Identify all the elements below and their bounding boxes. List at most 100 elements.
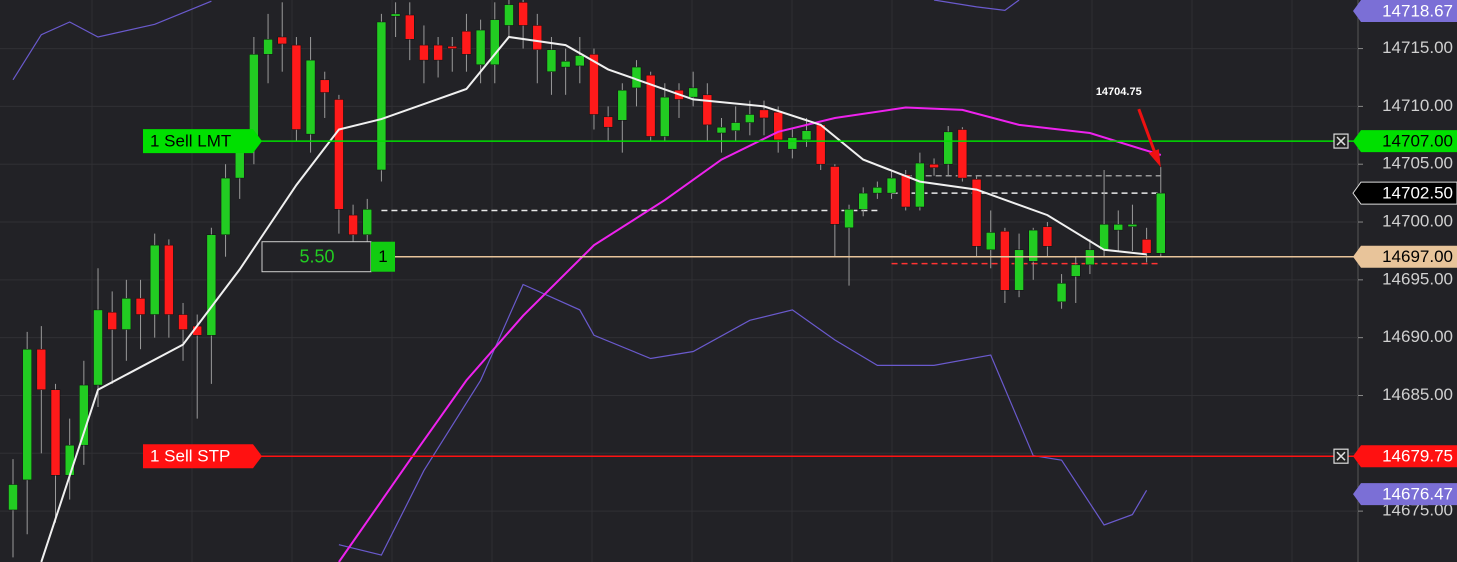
candle-body <box>178 314 188 330</box>
order-price-tag <box>1353 130 1457 153</box>
candle-body <box>291 44 302 130</box>
annotation-arrow-shaft <box>1137 108 1158 156</box>
candle-body <box>263 39 273 55</box>
pnl-box <box>261 241 372 273</box>
candle-body <box>971 178 982 247</box>
price-tag-label: 14702.50 <box>1382 184 1453 203</box>
annotation-arrow-head <box>1148 149 1161 168</box>
candle-body <box>915 162 925 208</box>
indicator-line <box>12 0 212 81</box>
candle-body <box>688 87 698 98</box>
pnl-label: 5.50 <box>299 246 334 266</box>
candle-body <box>376 21 387 171</box>
cancel-button[interactable] <box>1333 133 1349 149</box>
y-tick-label: 14690.00 <box>1382 327 1453 346</box>
price-tag <box>1353 0 1457 22</box>
y-tick-label: 14675.00 <box>1382 501 1453 520</box>
qty-box <box>371 241 395 272</box>
price-tag-outline <box>1352 181 1457 205</box>
candle-body <box>107 311 117 330</box>
candle-body <box>1014 249 1024 291</box>
candle-body <box>660 96 670 137</box>
candle-body <box>1141 239 1152 254</box>
candle-body <box>645 74 656 137</box>
candle-body <box>504 4 514 26</box>
price-tag-label: 14676.47 <box>1382 485 1453 504</box>
candle-body <box>36 348 47 390</box>
candle-body <box>985 232 996 251</box>
y-tick-label: 14715.00 <box>1382 38 1453 57</box>
candle-body <box>702 94 713 126</box>
candle-body <box>64 444 75 476</box>
candle-body <box>490 19 500 66</box>
price-tag <box>1353 483 1457 506</box>
candle-body <box>589 54 599 115</box>
candle-body <box>461 30 472 55</box>
candle-body <box>575 55 585 67</box>
candle-body <box>362 209 372 235</box>
candle-body <box>334 99 344 210</box>
candle-body <box>830 166 840 225</box>
candle-body <box>79 384 89 446</box>
candle-body <box>815 124 826 165</box>
candle-body <box>277 36 287 45</box>
candle-body <box>844 209 854 229</box>
candle-body <box>1099 224 1109 251</box>
candle-body <box>900 174 911 208</box>
order-label: 1 Sell LMT <box>150 132 231 151</box>
candle-body <box>447 46 458 49</box>
order-label-box <box>143 444 262 469</box>
candle-body <box>801 130 812 141</box>
candle-body <box>730 122 741 131</box>
y-tick-label: 14705.00 <box>1382 154 1453 173</box>
candle-body <box>220 177 231 235</box>
candle-body <box>121 298 132 330</box>
candle-body <box>603 116 613 128</box>
candle-body <box>206 234 217 336</box>
candle-body <box>560 61 571 68</box>
candle-body <box>405 14 415 40</box>
candle-body <box>1127 224 1138 227</box>
order-price-tag <box>1353 445 1457 468</box>
candle-body <box>475 29 486 66</box>
candle-body <box>348 214 358 235</box>
qty-label: 1 <box>378 247 387 266</box>
cancel-button[interactable] <box>1333 448 1349 464</box>
order-price-label: 14679.75 <box>1382 447 1453 466</box>
candle-body <box>929 163 939 168</box>
indicator-line <box>40 35 1147 562</box>
candle-body <box>1056 283 1067 303</box>
candle-body <box>419 44 429 61</box>
candle-body <box>135 298 146 315</box>
price-tag-label: 14718.67 <box>1382 1 1453 20</box>
candle-body <box>716 126 727 134</box>
candle-body <box>149 244 160 315</box>
candle-body <box>1156 192 1166 254</box>
cancel-x <box>1336 136 1346 146</box>
candle-body <box>390 13 401 17</box>
candle-body <box>1000 231 1010 291</box>
candle-body <box>759 109 769 119</box>
candle-body <box>773 111 783 141</box>
candle-body <box>8 484 18 511</box>
y-tick-label: 14685.00 <box>1382 385 1453 404</box>
candle-body <box>943 131 953 165</box>
candle-body <box>546 49 557 72</box>
candle-body <box>1113 224 1124 231</box>
candle-body <box>1042 226 1053 247</box>
position-price-tag <box>1353 245 1457 268</box>
candle-body <box>164 244 174 315</box>
candle-body <box>957 129 968 179</box>
candle-body <box>518 2 528 26</box>
indicator-line <box>338 106 1162 562</box>
y-tick-label: 14710.00 <box>1382 96 1453 115</box>
candle-body <box>319 79 330 93</box>
candle-body <box>22 348 32 481</box>
candle-body <box>617 89 628 121</box>
order-price-label: 14707.00 <box>1382 132 1453 151</box>
candle-body <box>858 192 868 210</box>
candle-body <box>93 309 103 386</box>
price-tag <box>1353 182 1457 205</box>
